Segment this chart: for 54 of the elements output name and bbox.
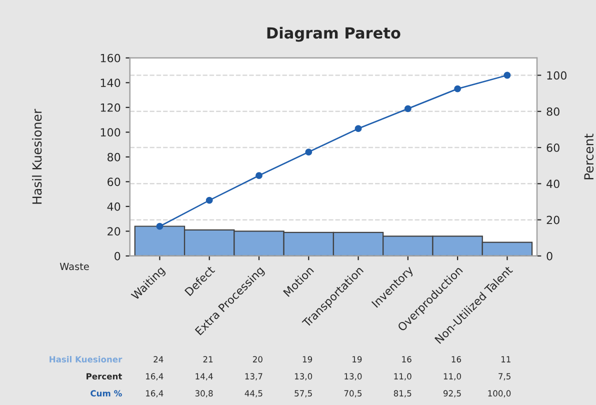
y-tick-label: 60: [108, 178, 120, 186]
y2-axis-title: Percent: [584, 134, 594, 180]
y-tick-label: 100: [100, 128, 120, 137]
point: [504, 72, 511, 79]
y2-tick-label: 80: [546, 107, 560, 116]
data-label: 20: [252, 356, 262, 362]
data-label: 44,5: [244, 390, 262, 398]
data-label: 16: [452, 356, 462, 362]
text: 16,4: [146, 373, 164, 380]
point: [256, 172, 262, 180]
data-label: 16,4: [146, 390, 164, 398]
data-label: 30,8: [195, 390, 213, 398]
y-tick-label: 40: [107, 202, 120, 211]
data-label: 24: [154, 356, 164, 362]
y-tick-label: 80: [108, 152, 120, 162]
data-label: 16: [402, 356, 412, 362]
point: [454, 85, 462, 92]
text: 11,0: [394, 373, 412, 380]
y2-tick-label: 100: [547, 71, 566, 80]
text: 7,5: [498, 373, 510, 380]
text: Percent: [86, 373, 122, 380]
data-label: 21: [203, 356, 213, 362]
data-label: 19: [302, 356, 312, 362]
y2-tick-label: 40: [546, 180, 560, 188]
point: [404, 105, 412, 112]
data-label: 70,5: [344, 390, 362, 398]
text: 13,0: [294, 373, 312, 380]
data-label: 92,5: [444, 390, 461, 398]
y2-tick-label: 20: [546, 216, 560, 224]
text: Cum %: [90, 390, 122, 396]
data-label: 57,5: [294, 390, 312, 398]
text: Hasil Kuesioner: [50, 356, 122, 362]
text: 11,0: [444, 373, 461, 380]
data-label: 11: [501, 356, 510, 362]
chart-title: Diagram Pareto: [267, 26, 400, 42]
y-tick-label: 20: [108, 227, 120, 236]
point: [354, 125, 362, 132]
data-label: 100,0: [488, 390, 511, 398]
point: [156, 222, 164, 230]
y-tick-label: 160: [100, 54, 120, 62]
text: 14,4: [196, 373, 213, 380]
text: 13,7: [245, 373, 262, 380]
y-axis-title: Hasil Kuesioner: [32, 108, 42, 204]
y-tick-label: 120: [100, 103, 120, 112]
y2-tick-label: 60: [546, 144, 560, 152]
point: [206, 196, 213, 204]
point: [305, 148, 312, 156]
y-tick-label: 140: [100, 78, 120, 88]
data-label: 19: [352, 356, 362, 362]
data-label: 81,5: [394, 390, 412, 398]
text: 13,0: [344, 373, 362, 380]
x-axis-title: Waste: [60, 262, 89, 270]
y-tick-label: 0: [114, 252, 120, 260]
y2-tick-label: 0: [546, 252, 552, 260]
